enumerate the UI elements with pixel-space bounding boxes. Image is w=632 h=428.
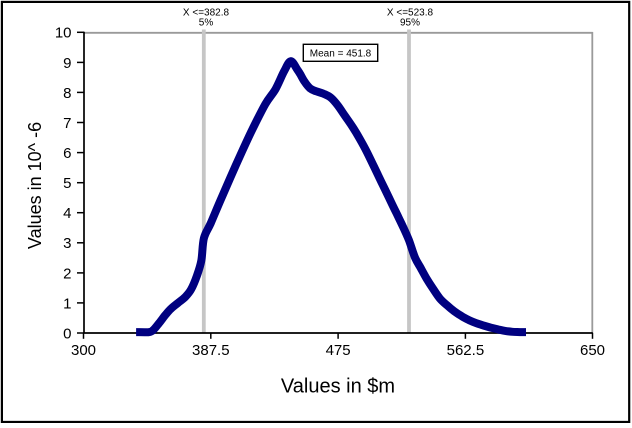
svg-text:562.5: 562.5: [447, 342, 485, 359]
svg-text:475: 475: [326, 342, 351, 359]
svg-text:10: 10: [55, 25, 72, 42]
svg-text:Values in 10^ -6: Values in 10^ -6: [25, 122, 45, 249]
svg-text:X <=382.8: X <=382.8: [183, 7, 230, 18]
svg-text:Values in $m: Values in $m: [281, 376, 395, 398]
svg-text:300: 300: [71, 342, 96, 359]
svg-text:5%: 5%: [199, 18, 214, 29]
svg-text:7: 7: [63, 115, 71, 132]
svg-text:X <=523.8: X <=523.8: [387, 7, 434, 18]
svg-text:8: 8: [63, 85, 71, 102]
svg-text:2: 2: [63, 265, 71, 282]
svg-text:95%: 95%: [400, 18, 420, 29]
svg-text:9: 9: [63, 55, 71, 72]
svg-text:5: 5: [63, 175, 71, 192]
svg-text:4: 4: [63, 205, 71, 222]
svg-text:650: 650: [580, 342, 605, 359]
svg-text:0: 0: [63, 325, 71, 342]
svg-text:Mean = 451.8: Mean = 451.8: [310, 49, 372, 60]
svg-text:1: 1: [63, 295, 71, 312]
svg-text:3: 3: [63, 235, 71, 252]
svg-text:6: 6: [63, 145, 71, 162]
svg-text:387.5: 387.5: [192, 342, 230, 359]
